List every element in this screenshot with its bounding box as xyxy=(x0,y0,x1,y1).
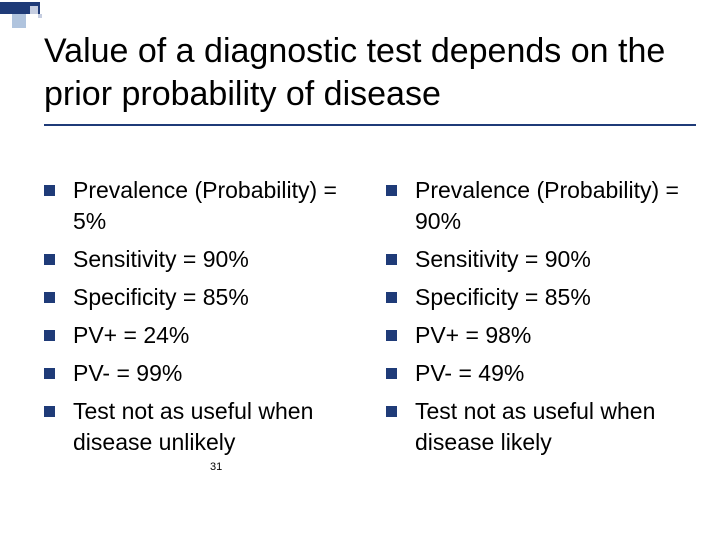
left-column: Prevalence (Probability) = 5% Sensitivit… xyxy=(44,175,354,465)
bullet-text: Sensitivity = 90% xyxy=(415,244,591,275)
bullet-text: Test not as useful when disease likely xyxy=(415,396,696,458)
square-bullet-icon xyxy=(44,330,55,341)
square-bullet-icon xyxy=(44,254,55,265)
bullet-text: Prevalence (Probability) = 90% xyxy=(415,175,696,237)
square-bullet-icon xyxy=(44,185,55,196)
title-underline xyxy=(44,124,696,126)
square-bullet-icon xyxy=(44,368,55,379)
list-item: PV- = 49% xyxy=(386,358,696,389)
list-item: Prevalence (Probability) = 90% xyxy=(386,175,696,237)
list-item: PV+ = 24% xyxy=(44,320,354,351)
bullet-text: Prevalence (Probability) = 5% xyxy=(73,175,354,237)
square-bullet-icon xyxy=(386,368,397,379)
square-bullet-icon xyxy=(386,406,397,417)
bullet-text: Specificity = 85% xyxy=(73,282,249,313)
square-bullet-icon xyxy=(386,330,397,341)
bullet-text: PV- = 49% xyxy=(415,358,524,389)
content-columns: Prevalence (Probability) = 5% Sensitivit… xyxy=(44,175,696,465)
decoration-square xyxy=(30,6,38,14)
list-item: Specificity = 85% xyxy=(386,282,696,313)
list-item: Prevalence (Probability) = 5% xyxy=(44,175,354,237)
bullet-text: PV- = 99% xyxy=(73,358,182,389)
list-item: Specificity = 85% xyxy=(44,282,354,313)
decoration-square xyxy=(12,14,26,28)
bullet-text: PV+ = 98% xyxy=(415,320,531,351)
list-item: Test not as useful when disease unlikely xyxy=(44,396,354,458)
bullet-text: Sensitivity = 90% xyxy=(73,244,249,275)
list-item: PV+ = 98% xyxy=(386,320,696,351)
square-bullet-icon xyxy=(44,406,55,417)
list-item: Test not as useful when disease likely xyxy=(386,396,696,458)
bullet-text: Test not as useful when disease unlikely xyxy=(73,396,354,458)
right-column: Prevalence (Probability) = 90% Sensitivi… xyxy=(386,175,696,465)
square-bullet-icon xyxy=(386,185,397,196)
list-item: Sensitivity = 90% xyxy=(44,244,354,275)
bullet-text: PV+ = 24% xyxy=(73,320,189,351)
bullet-text: Specificity = 85% xyxy=(415,282,591,313)
square-bullet-icon xyxy=(386,254,397,265)
square-bullet-icon xyxy=(386,292,397,303)
page-number: 31 xyxy=(210,461,222,473)
decoration-square xyxy=(38,14,42,18)
square-bullet-icon xyxy=(44,292,55,303)
slide-title: Value of a diagnostic test depends on th… xyxy=(44,30,710,115)
list-item: PV- = 99% xyxy=(44,358,354,389)
list-item: Sensitivity = 90% xyxy=(386,244,696,275)
